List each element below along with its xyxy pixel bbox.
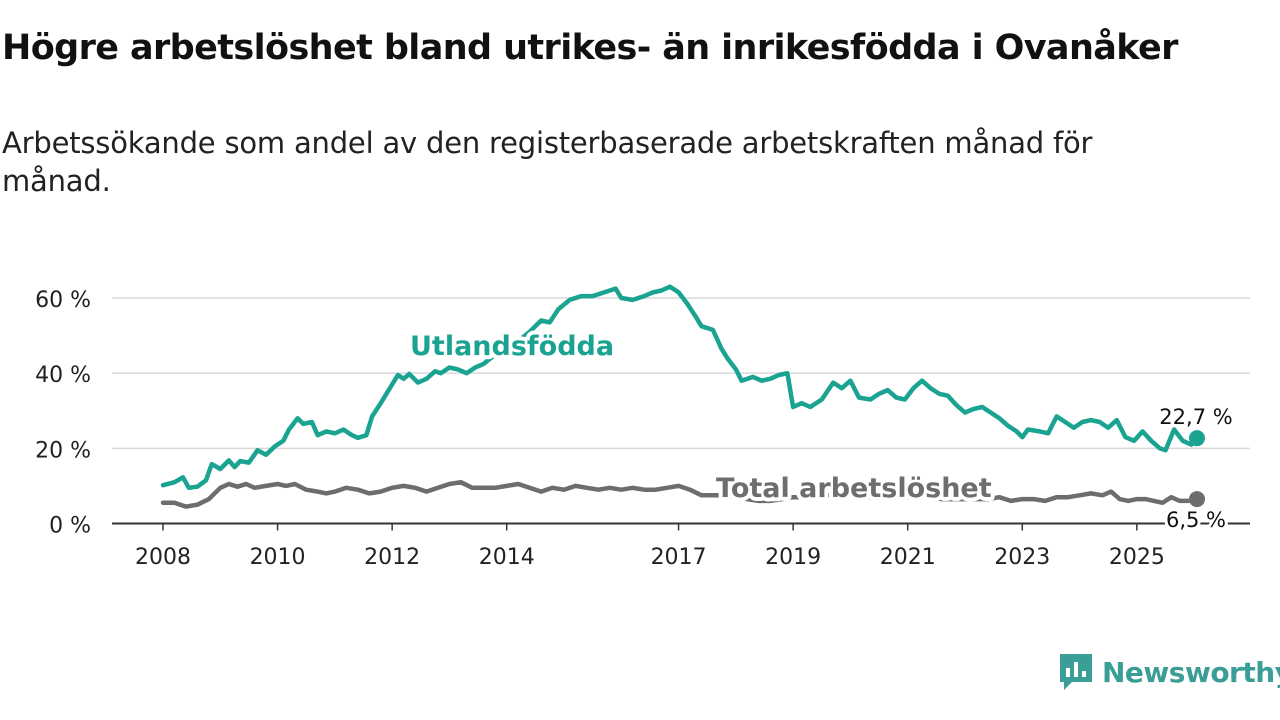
series-label-utlandsfodda: Utlandsfödda [410,331,614,362]
x-tick-label: 2008 [135,545,191,570]
end-label-total: 6,5 % [1166,508,1226,532]
end-label-total-halo: 6,5 % [1166,508,1226,532]
series-label-utlandsfodda-halo: Utlandsfödda [410,331,614,362]
x-tick-label: 2021 [880,545,936,570]
x-axis-ticks: 2008 2010 2012 2014 2017 2019 2021 2023 2025 [135,523,1165,570]
end-label-utlandsfodda: 22,7 % [1159,405,1232,429]
newsworthy-logo-icon [1060,654,1092,690]
y-tick-label: 20 % [35,438,91,463]
end-point-utlandsfodda [1189,430,1205,447]
gridlines [112,297,1250,525]
x-tick-label: 2012 [364,545,420,570]
x-tick-label: 2019 [765,545,821,570]
x-tick-label: 2017 [651,545,707,570]
end-point-total [1189,491,1205,508]
y-tick-label: 40 % [35,363,91,388]
series-line-total [160,479,1200,509]
newsworthy-logo[interactable]: Newsworthy [1058,652,1280,692]
series-line-utlandsfodda [160,284,1200,491]
chart-subtitle: Arbetssökande som andel av den registerb… [2,126,1093,198]
chart-title: Högre arbetslöshet bland utrikes- än inr… [2,28,1178,68]
y-tick-label: 0 % [49,514,91,539]
x-tick-label: 2010 [250,545,306,570]
x-tick-label: 2025 [1109,545,1165,570]
series-label-total-halo: Total arbetslöshet [716,473,992,504]
y-axis-ticks: 0 % 20 % 40 % 60 % [35,288,91,539]
newsworthy-logo-text: Newsworthy [1102,655,1280,689]
x-tick-label: 2014 [479,545,535,570]
series-label-total: Total arbetslöshet [716,473,992,504]
series-lines [160,284,1205,509]
end-label-utlandsfodda-halo: 22,7 % [1159,405,1232,429]
x-tick-label: 2023 [994,545,1050,570]
y-tick-label: 60 % [35,288,91,313]
